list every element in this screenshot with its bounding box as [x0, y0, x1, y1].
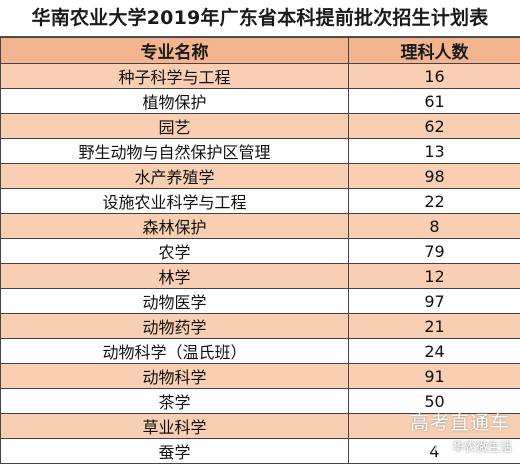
- table-title: 华南农业大学2019年广东省本科提前批次招生计划表: [0, 0, 520, 37]
- count-cell: 16: [349, 64, 520, 89]
- table-row: 野生动物与自然保护区管理 13: [1, 139, 520, 164]
- major-cell: 森林保护: [1, 214, 349, 239]
- count-cell: 21: [349, 314, 520, 339]
- watermark-sub: 华农微生活: [435, 438, 512, 455]
- major-cell: 种子科学与工程: [1, 64, 349, 89]
- major-cell: 农学: [1, 239, 349, 264]
- table-row: 动物药学 21: [1, 314, 520, 339]
- watermark-text: 高考直通车: [410, 408, 510, 435]
- header-row: 专业名称 理科人数: [1, 38, 520, 64]
- count-cell: 13: [349, 139, 520, 164]
- table-row: 动物医学 97: [1, 289, 520, 314]
- count-cell: 8: [349, 214, 520, 239]
- major-cell: 植物保护: [1, 89, 349, 114]
- major-cell: 水产养殖学: [1, 164, 349, 189]
- count-cell: 24: [349, 339, 520, 364]
- major-cell: 茶学: [1, 389, 349, 414]
- major-cell: 动物药学: [1, 314, 349, 339]
- admission-plan-table: 专业名称 理科人数 种子科学与工程 16 植物保护 61 园艺 62 野生动物与…: [0, 37, 520, 464]
- table-row: 林学 12: [1, 264, 520, 289]
- table-row: 园艺 62: [1, 114, 520, 139]
- table-row: 动物科学 91: [1, 364, 520, 389]
- column-header-count: 理科人数: [349, 38, 520, 64]
- count-cell: 91: [349, 364, 520, 389]
- table-row: 动物科学（温氏班） 24: [1, 339, 520, 364]
- major-cell: 设施农业科学与工程: [1, 189, 349, 214]
- count-cell: 79: [349, 239, 520, 264]
- major-cell: 园艺: [1, 114, 349, 139]
- table-row: 种子科学与工程 16: [1, 64, 520, 89]
- count-cell: 98: [349, 164, 520, 189]
- major-cell: 野生动物与自然保护区管理: [1, 139, 349, 164]
- table-row: 森林保护 8: [1, 214, 520, 239]
- major-cell: 动物科学: [1, 364, 349, 389]
- major-cell: 蚕学: [1, 439, 349, 464]
- major-cell: 动物医学: [1, 289, 349, 314]
- count-cell: 61: [349, 89, 520, 114]
- table-row: 农学 79: [1, 239, 520, 264]
- count-cell: 97: [349, 289, 520, 314]
- table-row: 设施农业科学与工程 22: [1, 189, 520, 214]
- major-cell: 草业科学: [1, 414, 349, 439]
- watermark-sub-text: 华农微生活: [452, 438, 512, 455]
- count-cell: 12: [349, 264, 520, 289]
- table-row: 水产养殖学 98: [1, 164, 520, 189]
- column-header-major: 专业名称: [1, 38, 349, 64]
- major-cell: 动物科学（温氏班）: [1, 339, 349, 364]
- count-cell: 22: [349, 189, 520, 214]
- major-cell: 林学: [1, 264, 349, 289]
- table-row: 植物保护 61: [1, 89, 520, 114]
- count-cell: 62: [349, 114, 520, 139]
- wechat-logo-icon: [435, 440, 449, 454]
